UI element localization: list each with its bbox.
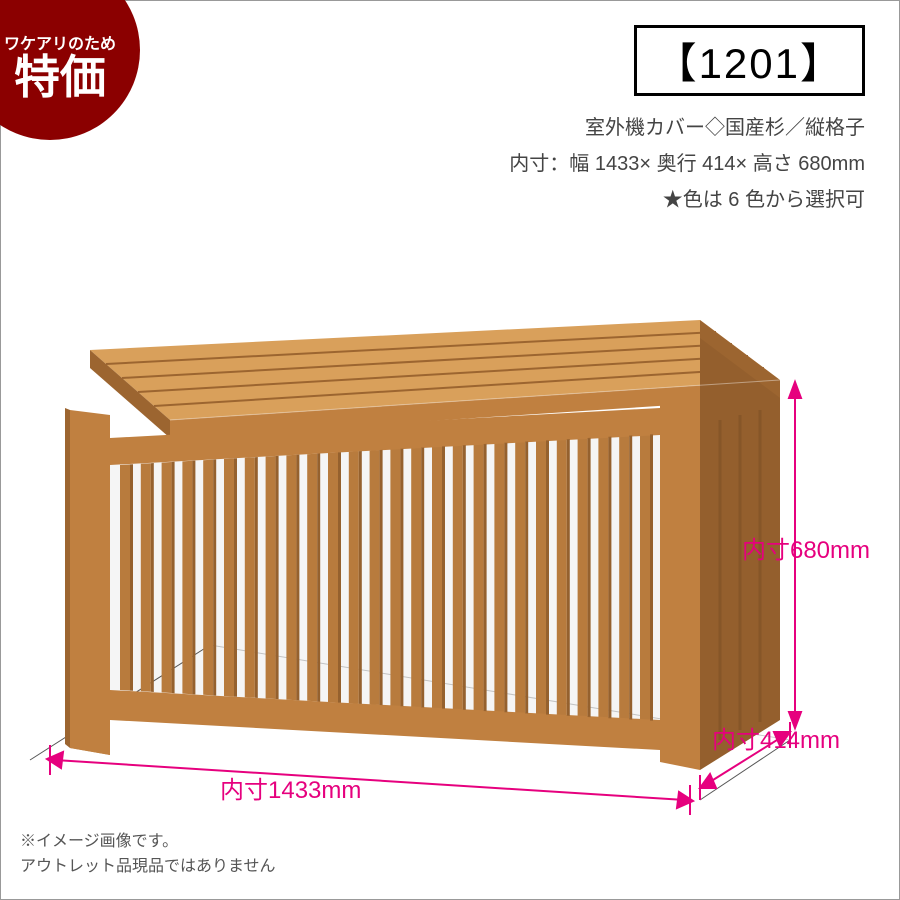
product-description: 室外機カバー◇国産杉／縦格子 内寸：幅 1433× 奥行 414× 高さ 680… — [509, 110, 865, 218]
footnote: ※イメージ画像です。 アウトレット品現品ではありません — [20, 829, 276, 880]
dim-height-label: 内寸680mm — [742, 530, 870, 565]
model-number: 【1201】 — [634, 25, 865, 96]
dim-depth-label: 内寸414mm — [712, 720, 840, 755]
footnote-line1: ※イメージ画像です。 — [20, 829, 276, 855]
badge-circle: ワケアリのため 特価 — [0, 0, 140, 140]
dim-width-label: 内寸1433mm — [220, 770, 361, 805]
desc-line3: ★色は 6 色から選択可 — [509, 182, 865, 218]
special-price-badge: ワケアリのため 特価 — [0, 0, 180, 180]
desc-line2: 内寸：幅 1433× 奥行 414× 高さ 680mm — [509, 146, 865, 182]
badge-line2: 特価 — [14, 54, 106, 100]
footnote-line2: アウトレット品現品ではありません — [20, 854, 276, 880]
desc-line1: 室外機カバー◇国産杉／縦格子 — [509, 110, 865, 146]
